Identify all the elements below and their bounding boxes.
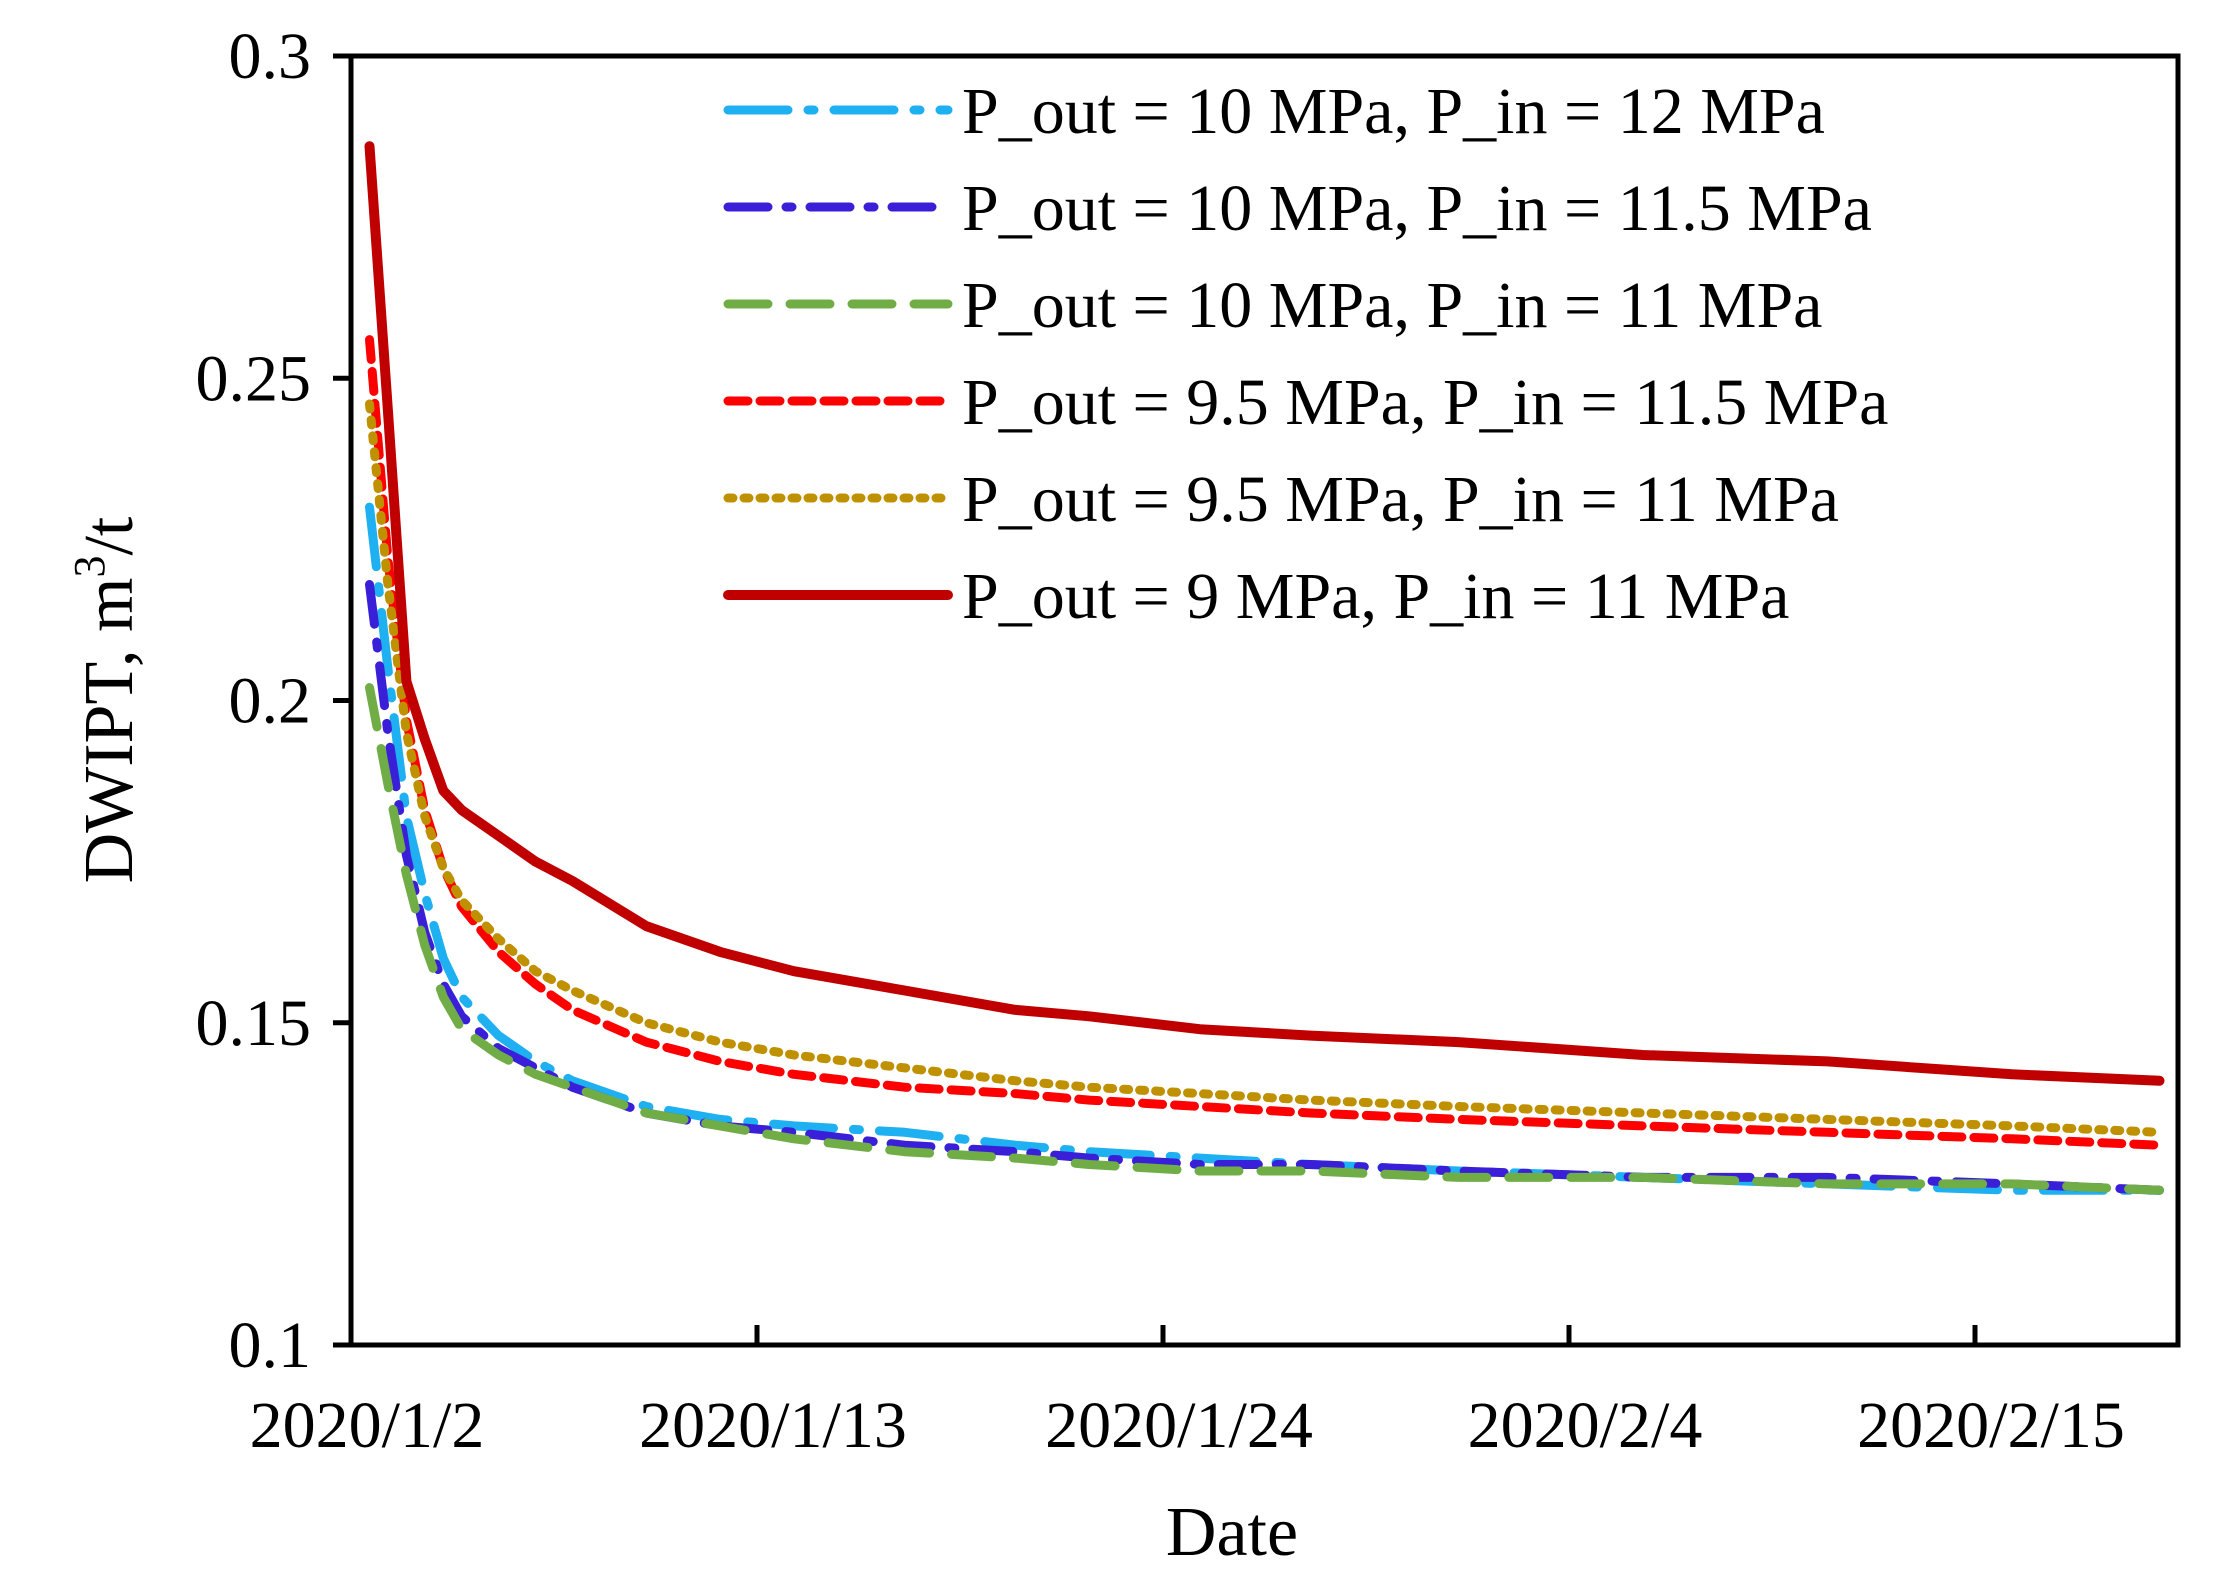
series-line-6 [364,141,2165,1086]
y-tick-label: 0.15 [196,987,312,1060]
x-tick-label: 2020/1/24 [1045,1389,1313,1462]
legend-label-1: P_out = 10 MPa, P_in = 12 MPa [962,75,1825,148]
x-tick-label: 2020/2/4 [1468,1389,1703,1462]
y-axis-title-sup: 3 [65,556,114,578]
plot-frame [348,53,2181,1348]
legend-label-6: P_out = 9 MPa, P_in = 11 MPa [962,560,1789,633]
legend-label-3: P_out = 10 MPa, P_in = 11 MPa [962,269,1822,342]
series-line-4 [365,335,2164,1150]
y-tick-label: 0.1 [229,1309,312,1382]
series-line-5 [365,399,2164,1137]
x-axis-title: Date [1166,1494,1298,1571]
tick-layer: 0.1 0.15 0.2 0.25 0.3 2020/1/2 2020/1/13 2020/1… [196,20,2125,1462]
y-tick-label: 0.2 [229,665,312,738]
y-axis-title: DWIPT, m3/t [65,516,148,883]
legend-layer: P_out = 10 MPa, P_in = 12 MPa P_out = 10 … [723,75,1888,633]
legend-label-5: P_out = 9.5 MPa, P_in = 11 MPa [962,463,1839,536]
y-tick-label: 0.3 [229,20,312,93]
series-layer [364,141,2165,1195]
legend-label-4: P_out = 9.5 MPa, P_in = 11.5 MPa [962,366,1888,439]
y-axis-title-suffix: /t [71,516,148,555]
x-tick-label: 2020/1/2 [250,1389,485,1462]
x-tick-label: 2020/2/15 [1857,1389,2125,1462]
y-tick-label: 0.25 [196,342,312,415]
legend-label-2: P_out = 10 MPa, P_in = 11.5 MPa [962,172,1872,245]
series-line-3 [365,683,2164,1195]
x-tick-label: 2020/1/13 [639,1389,907,1462]
